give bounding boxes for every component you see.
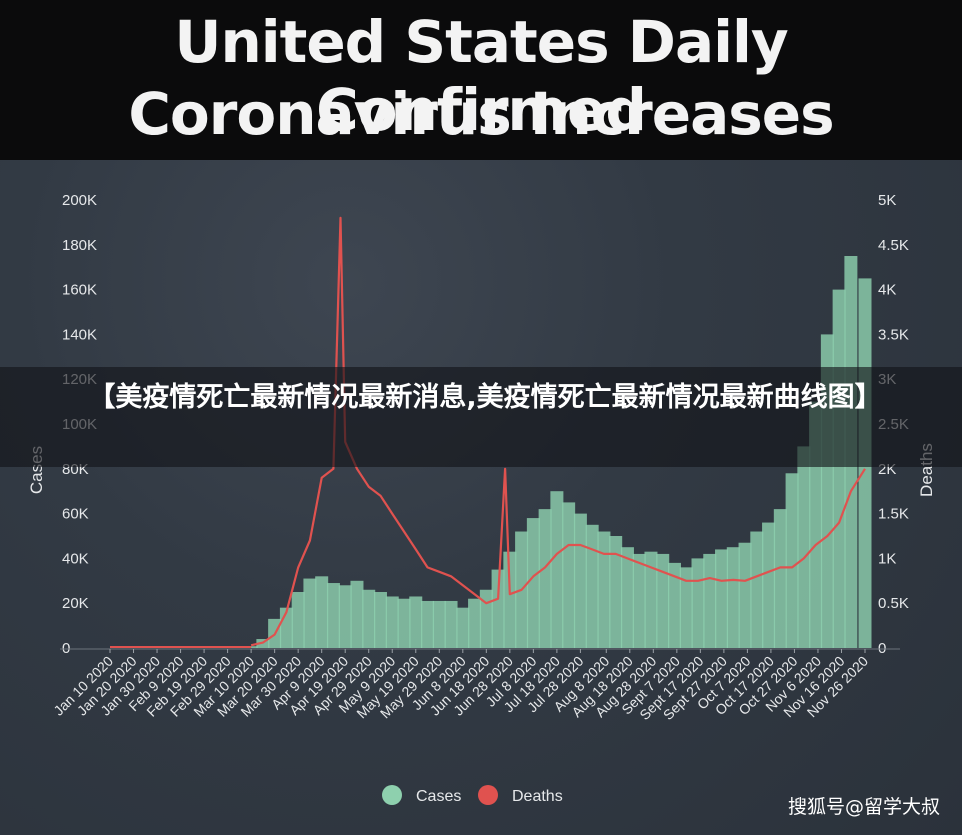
cases-bar bbox=[526, 518, 540, 648]
cases-bar bbox=[832, 289, 846, 648]
cases-bar bbox=[667, 562, 681, 648]
right-y-tick-label: 0.5K bbox=[878, 595, 909, 612]
legend-cases-swatch bbox=[382, 785, 402, 805]
right-y-tick-label: 3.5K bbox=[878, 326, 909, 343]
right-y-tick-label: 1K bbox=[878, 550, 896, 567]
cases-bar bbox=[762, 522, 776, 648]
cases-bar bbox=[785, 473, 799, 648]
right-y-tick-label: 4.5K bbox=[878, 237, 909, 254]
cases-bar bbox=[797, 446, 811, 648]
cases-bar bbox=[468, 598, 482, 648]
cases-bar bbox=[385, 596, 399, 648]
cases-bar bbox=[597, 531, 611, 648]
cases-bar bbox=[585, 524, 599, 648]
cases-bar bbox=[609, 536, 623, 648]
cases-bar bbox=[573, 513, 587, 648]
cases-bar bbox=[326, 583, 340, 648]
cases-bar bbox=[303, 578, 317, 648]
cases-bar bbox=[679, 567, 693, 648]
cases-bar bbox=[562, 502, 576, 648]
cases-bar bbox=[338, 585, 352, 648]
cases-bar bbox=[397, 598, 411, 648]
cases-bar bbox=[362, 589, 376, 648]
cases-bar bbox=[503, 551, 517, 648]
cases-bar bbox=[703, 553, 717, 648]
cases-bar bbox=[773, 509, 787, 648]
chart-title-line-1: United States Daily Confirmed bbox=[174, 8, 788, 144]
right-y-tick-label: 4K bbox=[878, 282, 896, 299]
caption-text: 【美疫情死亡最新情况最新消息,美疫情死亡最新情况最新曲线图】 bbox=[88, 382, 882, 413]
cases-bar bbox=[656, 553, 670, 648]
cases-bar bbox=[291, 592, 305, 648]
title-bar: United States Daily Confirmed Coronaviru… bbox=[0, 0, 962, 160]
legend-deaths-label: Deaths bbox=[512, 788, 563, 805]
cases-bar bbox=[432, 600, 446, 648]
cases-bar bbox=[538, 509, 552, 648]
cases-bar bbox=[315, 576, 329, 648]
caption-overlay bbox=[0, 367, 962, 467]
cases-bar bbox=[726, 547, 740, 648]
cases-bar bbox=[456, 607, 470, 648]
cases-bar bbox=[715, 549, 729, 648]
cases-bar bbox=[373, 592, 387, 648]
left-y-tick-label: 140K bbox=[62, 326, 97, 343]
cases-bar bbox=[738, 542, 752, 648]
cases-bar bbox=[479, 589, 493, 648]
watermark: 搜狐号@留学大叔 bbox=[787, 796, 940, 818]
cases-bar bbox=[644, 551, 658, 648]
legend-deaths-swatch bbox=[478, 785, 498, 805]
left-y-tick-label: 160K bbox=[62, 282, 97, 299]
cases-bar bbox=[691, 558, 705, 648]
cases-bar bbox=[632, 553, 646, 648]
left-y-tick-label: 20K bbox=[62, 595, 89, 612]
cases-bar bbox=[620, 547, 634, 648]
legend-cases-label: Cases bbox=[416, 788, 461, 805]
left-y-tick-label: 40K bbox=[62, 550, 89, 567]
cases-bar bbox=[409, 596, 423, 648]
left-y-tick-label: 180K bbox=[62, 237, 97, 254]
left-y-tick-label: 200K bbox=[62, 192, 97, 209]
chart-title-line-2: Coronavirus Increases bbox=[128, 80, 834, 148]
cases-bar bbox=[750, 531, 764, 648]
right-y-tick-label: 5K bbox=[878, 192, 896, 209]
cases-bar bbox=[550, 491, 564, 648]
cases-bar bbox=[350, 580, 364, 648]
cases-bar bbox=[491, 569, 505, 648]
left-y-tick-label: 60K bbox=[62, 506, 89, 523]
cases-bar bbox=[444, 600, 458, 648]
right-y-tick-label: 1.5K bbox=[878, 506, 909, 523]
cases-bar bbox=[421, 600, 435, 648]
